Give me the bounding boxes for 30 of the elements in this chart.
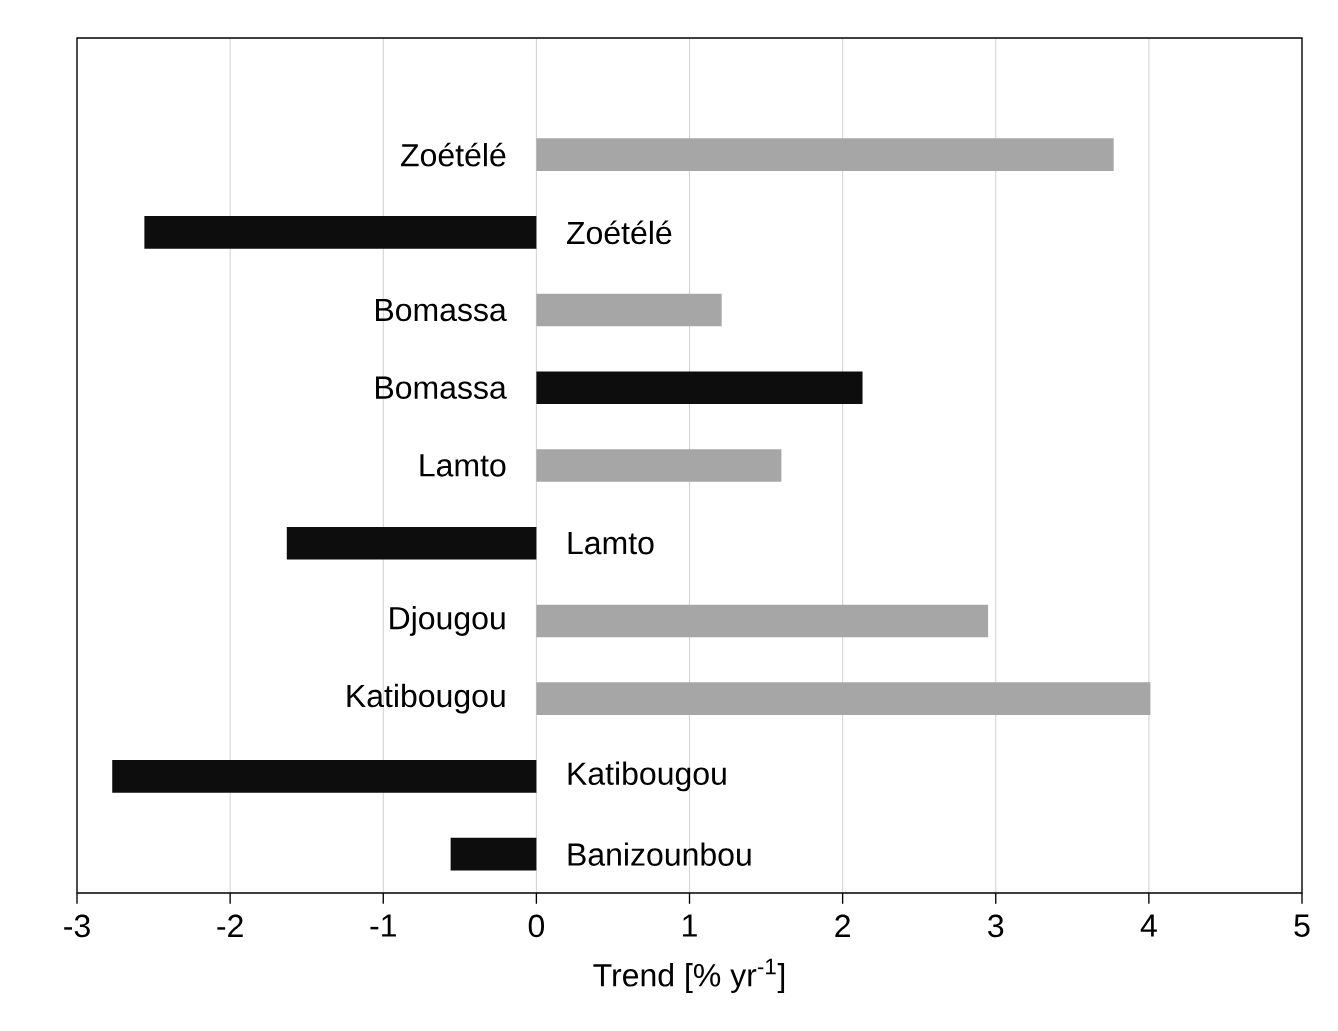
y-tick-label: Banizounbou — [568, 842, 751, 866]
y-tick-label: Lamto — [420, 454, 506, 477]
x-tick-label: -2 — [217, 914, 243, 937]
y-tick-label: Katibougou — [568, 761, 726, 792]
bar — [536, 449, 782, 482]
bar — [536, 138, 1114, 171]
x-tick-label: 5 — [1294, 914, 1310, 937]
x-axis-title: Trend [% yr$^{-1}$] — [593, 958, 785, 993]
y-tick-label: Zoétélé — [567, 220, 672, 245]
y-tick-label: Bomassa — [376, 298, 507, 322]
y-tick-label: Katibougou — [347, 683, 505, 714]
x-tick-label: 3 — [988, 914, 1004, 938]
bar — [536, 371, 863, 405]
x-tick-label: 2 — [835, 914, 850, 937]
x-tick-label: -1 — [370, 914, 396, 937]
y-tick-label: Lamto — [568, 532, 654, 555]
bar — [286, 526, 537, 560]
bar — [536, 682, 1151, 716]
x-tick-label: -3 — [64, 914, 90, 938]
x-tick-label: 0 — [528, 914, 545, 938]
y-tick-label: Bomassa — [376, 376, 507, 399]
bar — [536, 604, 989, 638]
x-tick-label: 4 — [1140, 914, 1157, 937]
x-tick-label: 1 — [683, 914, 697, 937]
bar — [536, 293, 722, 327]
bar — [112, 760, 537, 793]
bar — [450, 837, 537, 871]
y-tick-label: Zoétélé — [401, 142, 506, 167]
bar — [144, 216, 537, 249]
y-tick-label: Djougou — [390, 606, 505, 636]
